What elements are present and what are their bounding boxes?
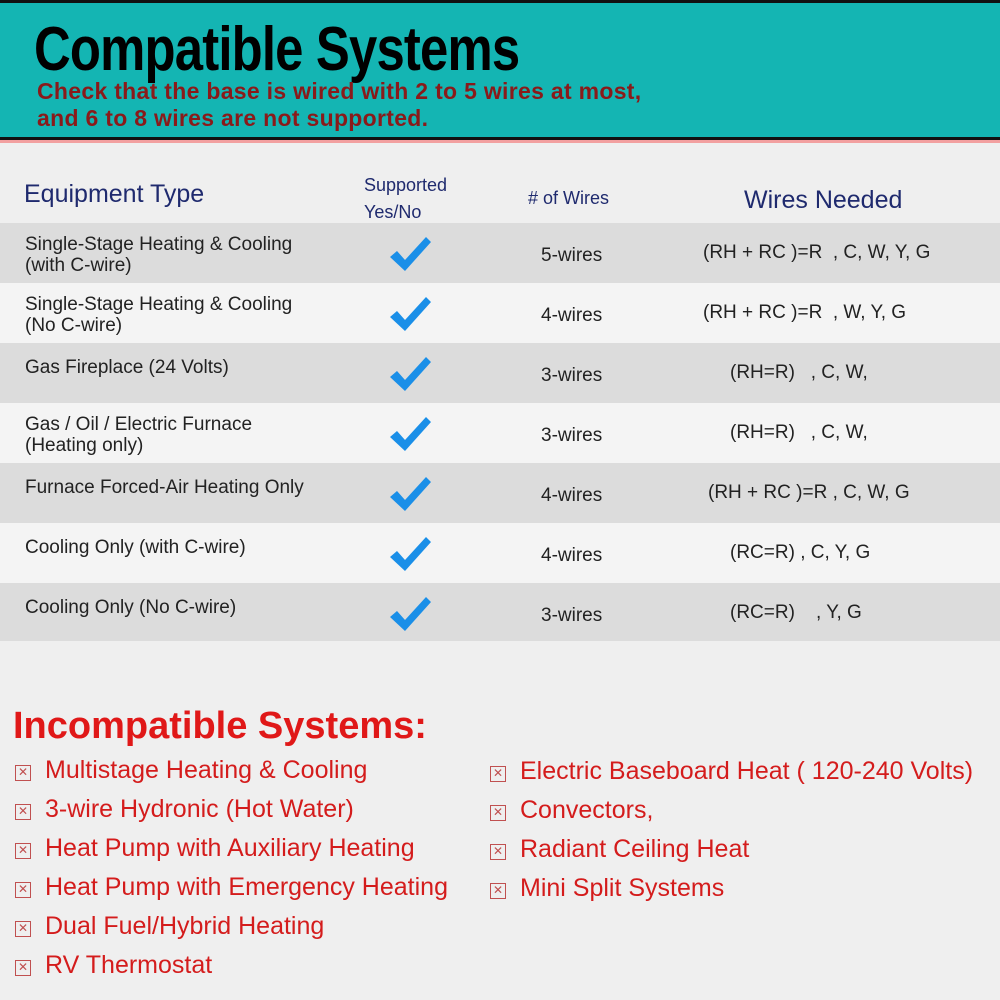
equipment-type: Cooling Only (with C-wire) bbox=[25, 537, 246, 558]
header-num-wires: # of Wires bbox=[528, 188, 610, 208]
equipment-line-1: Furnace Forced-Air Heating Only bbox=[25, 477, 304, 498]
table-row: Single-Stage Heating & Cooling (with C-wi… bbox=[0, 223, 1000, 283]
wire-count: 3-wires bbox=[541, 605, 603, 626]
equipment-type: Furnace Forced-Air Heating Only bbox=[25, 477, 304, 498]
incompatible-label: Mini Split Systems bbox=[520, 874, 725, 902]
header-yes-no: Yes/No bbox=[364, 202, 422, 222]
x-box-icon: ✕ bbox=[15, 804, 31, 820]
x-box-icon: ✕ bbox=[15, 843, 31, 859]
wire-count: 3-wires bbox=[541, 365, 603, 386]
incompatible-item: ✕ 3-wire Hydronic (Hot Water) bbox=[15, 795, 354, 824]
divider bbox=[0, 140, 1000, 143]
x-box-icon: ✕ bbox=[15, 960, 31, 976]
incompatible-label: Heat Pump with Emergency Heating bbox=[45, 873, 448, 901]
equipment-line-2: (No C-wire) bbox=[25, 315, 123, 336]
incompatible-label: 3-wire Hydronic (Hot Water) bbox=[45, 795, 354, 823]
incompatible-title: Incompatible Systems: bbox=[13, 705, 427, 747]
wires-needed: (RH=R) , C, W, bbox=[730, 362, 868, 383]
x-box-icon: ✕ bbox=[15, 921, 31, 937]
incompatible-item: ✕ Multistage Heating & Cooling bbox=[15, 756, 367, 785]
wire-count: 4-wires bbox=[541, 485, 603, 506]
x-box-icon: ✕ bbox=[15, 765, 31, 781]
checkmark-icon bbox=[390, 357, 431, 391]
equipment-type: Cooling Only (No C-wire) bbox=[25, 597, 236, 618]
subtitle-line-1: Check that the base is wired with 2 to 5… bbox=[37, 78, 642, 104]
table-row: Gas / Oil / Electric Furnace (Heating onl… bbox=[0, 403, 1000, 463]
x-box-icon: ✕ bbox=[15, 882, 31, 898]
header-equipment-type: Equipment Type bbox=[24, 180, 205, 208]
incompatible-item: ✕ Heat Pump with Emergency Heating bbox=[15, 873, 448, 902]
wires-needed: (RC=R) , C, Y, G bbox=[730, 542, 871, 563]
equipment-line-2: (Heating only) bbox=[25, 435, 144, 456]
x-box-icon: ✕ bbox=[490, 844, 506, 860]
wire-count: 3-wires bbox=[541, 425, 603, 446]
equipment-type: Single-Stage Heating & Cooling (with C-wi… bbox=[25, 234, 292, 276]
wires-needed: (RC=R) , Y, G bbox=[730, 602, 862, 623]
incompatible-label: Heat Pump with Auxiliary Heating bbox=[45, 834, 415, 862]
equipment-type: Gas / Oil / Electric Furnace (Heating onl… bbox=[25, 414, 252, 456]
x-box-icon: ✕ bbox=[490, 766, 506, 782]
checkmark-icon bbox=[390, 477, 431, 511]
incompatible-item: ✕ RV Thermostat bbox=[15, 951, 212, 980]
table-row: Cooling Only (with C-wire) 4-wires (RC=R… bbox=[0, 523, 1000, 583]
incompatible-item: ✕ Electric Baseboard Heat ( 120-240 Volts… bbox=[490, 757, 973, 786]
table-row: Cooling Only (No C-wire) 3-wires (RC=R) … bbox=[0, 583, 1000, 641]
wires-needed: (RH + RC )=R , W, Y, G bbox=[703, 302, 907, 323]
subtitle-line-2: and 6 to 8 wires are not supported. bbox=[37, 105, 429, 131]
wire-count: 4-wires bbox=[541, 545, 603, 566]
checkmark-icon bbox=[390, 537, 431, 571]
equipment-line-1: Gas / Oil / Electric Furnace bbox=[25, 414, 253, 435]
incompatible-label: RV Thermostat bbox=[45, 951, 213, 979]
incompatible-item: ✕ Mini Split Systems bbox=[490, 874, 724, 903]
equipment-line-1: Single-Stage Heating & Cooling bbox=[25, 234, 293, 255]
incompatible-item: ✕ Dual Fuel/Hybrid Heating bbox=[15, 912, 324, 941]
incompatible-label: Radiant Ceiling Heat bbox=[520, 835, 750, 863]
equipment-type: Gas Fireplace (24 Volts) bbox=[25, 357, 229, 378]
equipment-line-1: Cooling Only (with C-wire) bbox=[25, 537, 246, 558]
x-box-icon: ✕ bbox=[490, 883, 506, 899]
wire-count: 5-wires bbox=[541, 245, 603, 266]
incompatible-label: Electric Baseboard Heat ( 120-240 Volts) bbox=[520, 757, 974, 785]
x-box-icon: ✕ bbox=[490, 805, 506, 821]
incompatible-item: ✕ Radiant Ceiling Heat bbox=[490, 835, 749, 864]
incompatible-label: Dual Fuel/Hybrid Heating bbox=[45, 912, 325, 940]
table-row: Single-Stage Heating & Cooling (No C-wire… bbox=[0, 283, 1000, 343]
incompatible-item: ✕ Heat Pump with Auxiliary Heating bbox=[15, 834, 415, 863]
incompatible-item: ✕ Convectors, bbox=[490, 796, 653, 825]
equipment-line-1: Single-Stage Heating & Cooling bbox=[25, 294, 293, 315]
checkmark-icon bbox=[390, 417, 431, 451]
equipment-line-1: Cooling Only (No C-wire) bbox=[25, 597, 237, 618]
table-row: Furnace Forced-Air Heating Only 4-wires … bbox=[0, 463, 1000, 523]
checkmark-icon bbox=[390, 297, 431, 331]
wires-needed: (RH=R) , C, W, bbox=[730, 422, 868, 443]
header-banner bbox=[0, 0, 1000, 140]
header-wires-needed: Wires Needed bbox=[744, 186, 903, 214]
equipment-line-1: Gas Fireplace (24 Volts) bbox=[25, 357, 229, 378]
equipment-type: Single-Stage Heating & Cooling (No C-wire… bbox=[25, 294, 292, 336]
equipment-line-2: (with C-wire) bbox=[25, 255, 132, 276]
wires-needed: (RH + RC )=R , C, W, Y, G bbox=[703, 242, 931, 263]
header-supported: Supported bbox=[364, 175, 448, 195]
checkmark-icon bbox=[390, 237, 431, 271]
incompatible-label: Multistage Heating & Cooling bbox=[45, 756, 368, 784]
incompatible-label: Convectors, bbox=[520, 796, 654, 824]
page-title: Compatible Systems bbox=[34, 15, 520, 84]
checkmark-icon bbox=[390, 597, 431, 631]
table-row: Gas Fireplace (24 Volts) 3-wires (RH=R) … bbox=[0, 343, 1000, 403]
wire-count: 4-wires bbox=[541, 305, 603, 326]
wires-needed: (RH + RC )=R , C, W, G bbox=[708, 482, 910, 503]
